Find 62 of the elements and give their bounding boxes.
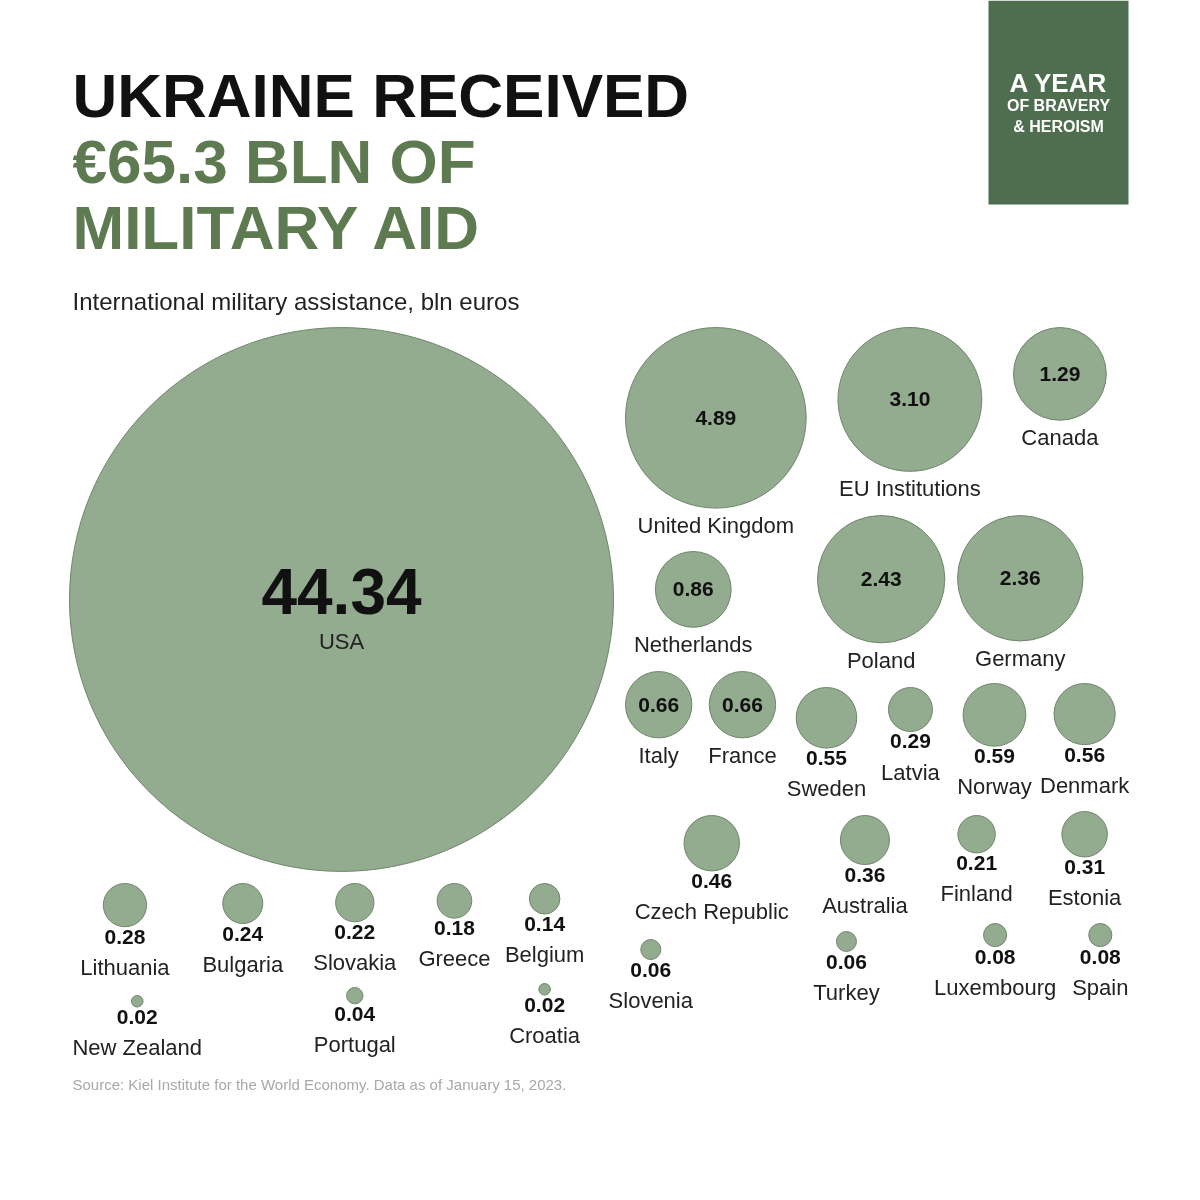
data-label: 0.28 bbox=[104, 924, 146, 948]
text: International military assistance, bln euros bbox=[72, 288, 520, 315]
category-label: Netherlands bbox=[633, 632, 753, 658]
category-label: Italy bbox=[638, 742, 679, 768]
data-label: 0.14 bbox=[524, 912, 566, 936]
data-label: 0.56 bbox=[1064, 742, 1106, 766]
category-label: Slovakia bbox=[313, 950, 398, 976]
data-label: 0.29 bbox=[890, 729, 931, 753]
category-label: Finland bbox=[940, 881, 1013, 907]
category-label: Spain bbox=[1072, 974, 1129, 1000]
data-label: 1.29 bbox=[1039, 361, 1081, 385]
data-label: 0.02 bbox=[116, 1005, 158, 1029]
data-label: 0.02 bbox=[524, 993, 566, 1017]
data-label: 0.59 bbox=[974, 744, 1015, 768]
data-label: 3.10 bbox=[889, 387, 931, 411]
category-label: Denmark bbox=[1040, 772, 1131, 798]
text: UKRAINE RECEIVED €65.3 BLN OF MILITARY AID bbox=[72, 61, 690, 262]
category-label: Canada bbox=[1021, 425, 1100, 451]
data-label: 0.22 bbox=[334, 919, 376, 943]
data-label: 2.43 bbox=[860, 567, 902, 591]
category-label: Slovenia bbox=[608, 987, 694, 1013]
data-label: 0.46 bbox=[691, 868, 733, 892]
data-label: 2.36 bbox=[999, 566, 1041, 590]
data-label: 0.66 bbox=[638, 692, 680, 716]
category-label: Norway bbox=[957, 774, 1032, 800]
category-label: Germany bbox=[975, 646, 1066, 671]
text: A YEAR OF BRAVERY & HEROISM bbox=[1006, 67, 1111, 135]
data-label: 4.89 bbox=[695, 405, 737, 429]
data-label: 0.04 bbox=[334, 1001, 376, 1025]
data-label: 0.18 bbox=[434, 916, 476, 940]
data-label: 0.36 bbox=[844, 862, 886, 886]
category-label: France bbox=[708, 742, 777, 768]
category-label: Portugal bbox=[313, 1032, 396, 1058]
category-label: Czech Republic bbox=[634, 899, 789, 925]
data-label: 0.24 bbox=[222, 921, 264, 945]
category-label: Belgium bbox=[504, 942, 585, 968]
category-label: Bulgaria bbox=[202, 951, 284, 977]
category-label: EU Institutions bbox=[838, 476, 981, 502]
category-label: Estonia bbox=[1047, 885, 1123, 911]
category-label: Sweden bbox=[786, 776, 867, 802]
category-label: Lithuania bbox=[80, 954, 171, 980]
category-label: USA bbox=[318, 629, 365, 654]
category-label: Turkey bbox=[813, 979, 880, 1005]
data-label: 0.06 bbox=[826, 949, 867, 973]
data-label: 0.55 bbox=[806, 746, 848, 770]
category-label: Luxembourg bbox=[933, 974, 1057, 1000]
data-label: 0.86 bbox=[672, 577, 714, 601]
category-label: Australia bbox=[822, 892, 909, 918]
source-note: Source: Kiel Institute for the World Economy. Data as of January 15, 2023. bbox=[72, 1076, 567, 1094]
category-label: New Zealand bbox=[72, 1035, 203, 1061]
data-label: 0.06 bbox=[630, 957, 672, 981]
data-label: 0.66 bbox=[722, 692, 763, 716]
category-label: Greece bbox=[418, 946, 491, 972]
data-label: 0.08 bbox=[1079, 944, 1122, 968]
data-label: 0.31 bbox=[1064, 854, 1106, 878]
category-label: Poland bbox=[846, 647, 916, 673]
data-label: 0.21 bbox=[956, 850, 998, 874]
category-label: Latvia bbox=[881, 759, 941, 785]
category-label: United Kingdom bbox=[637, 513, 795, 539]
data-label: 44.34 bbox=[261, 556, 422, 628]
category-label: Croatia bbox=[509, 1023, 581, 1049]
data-label: 0.08 bbox=[974, 944, 1016, 968]
